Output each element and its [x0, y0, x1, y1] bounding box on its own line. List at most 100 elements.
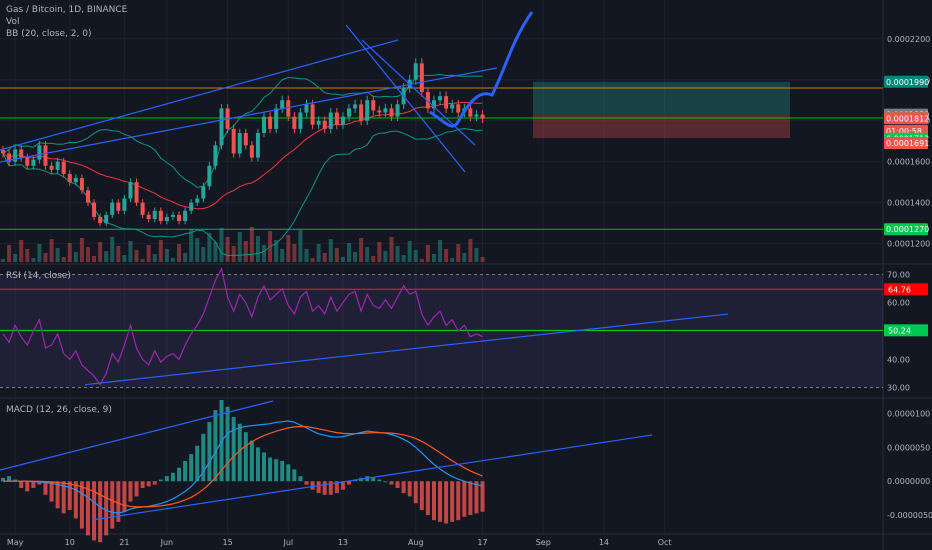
candle — [292, 112, 297, 134]
candle — [49, 161, 54, 174]
target-zone — [533, 81, 790, 115]
candle-body — [195, 198, 200, 203]
volume-bar — [19, 240, 24, 262]
macd-histogram-bar — [383, 481, 388, 483]
time-tick-label: 10 — [65, 538, 75, 547]
candle — [474, 110, 479, 122]
volume-bar — [164, 249, 169, 262]
candle-body — [79, 178, 84, 191]
macd-histogram-bar — [19, 481, 24, 488]
volume-bar — [31, 258, 36, 262]
volume-bar — [67, 243, 72, 262]
rsi-line — [2, 267, 483, 386]
macd-histogram-bar — [49, 481, 54, 502]
candle-body — [110, 202, 115, 215]
rsi-trend-line — [84, 313, 729, 386]
candle — [85, 186, 90, 207]
volume-bar — [371, 256, 376, 262]
candle-body — [67, 173, 72, 183]
candle — [346, 103, 351, 122]
price-tick-label: 0.0001600 — [887, 158, 930, 167]
candle — [7, 149, 12, 166]
volume-bar — [377, 242, 382, 262]
candle-body — [395, 104, 400, 117]
candle — [122, 195, 127, 215]
vol-label: Vol — [6, 17, 20, 27]
volume-bar — [207, 233, 212, 262]
candle — [152, 207, 157, 223]
macd-histogram-bar — [79, 481, 84, 529]
volume-bar — [213, 242, 218, 262]
candle-body — [286, 100, 291, 117]
macd-tick-label: 0.0000050 — [887, 443, 930, 452]
candle — [431, 95, 436, 113]
candle — [43, 141, 48, 170]
macd-histogram-bar — [189, 454, 194, 482]
macd-trend-upper — [0, 400, 274, 471]
candle — [98, 213, 103, 227]
price-badge-bg — [884, 223, 928, 236]
candle — [128, 178, 133, 203]
candle-body — [377, 110, 382, 113]
macd-histogram-bar — [292, 469, 297, 482]
volume-bar — [310, 258, 315, 262]
candle — [395, 99, 400, 122]
macd-histogram-bar — [395, 481, 400, 488]
volume-bar — [407, 241, 412, 262]
candle — [213, 141, 218, 170]
volume-bar — [85, 247, 90, 262]
candle — [280, 95, 285, 113]
volume-bar — [413, 250, 418, 262]
volume-bar — [468, 239, 473, 262]
volume-bar — [49, 239, 54, 262]
volume-bar — [201, 247, 206, 262]
volume-bar — [316, 244, 321, 262]
macd-histogram-bar — [237, 423, 242, 482]
price-badge-label: 01:00:58 — [886, 127, 922, 136]
candle — [328, 108, 333, 134]
candle — [231, 124, 236, 158]
rsi-legend: RSI (14, close) — [6, 270, 71, 282]
macd-histogram-bar — [304, 481, 309, 485]
candle-body — [152, 210, 157, 219]
candle-body — [25, 157, 30, 166]
macd-histogram-bar — [43, 481, 48, 495]
candle — [92, 199, 97, 221]
candle — [146, 211, 151, 223]
candle — [140, 199, 145, 219]
macd-histogram-bar — [152, 481, 157, 485]
candle-body — [249, 145, 254, 158]
rsi-tick-label: 70.00 — [887, 270, 910, 279]
macd-histogram-bar — [122, 481, 127, 512]
macd-histogram-bar — [346, 481, 351, 485]
candle — [371, 95, 376, 116]
candle — [389, 103, 394, 122]
macd-histogram-bar — [274, 459, 279, 482]
candle-body — [128, 182, 133, 199]
bb-lower — [2, 127, 483, 257]
macd-histogram-bar — [195, 445, 200, 482]
price-badge-bg — [884, 112, 928, 125]
trend-line-1 — [0, 67, 498, 163]
candle-body — [1, 150, 5, 154]
time-tick-label: 15 — [222, 538, 232, 547]
candle — [183, 207, 188, 225]
candle — [61, 157, 66, 178]
rsi-label: RSI (14, close) — [6, 271, 71, 281]
candle — [359, 99, 364, 126]
bb-label: BB (20, close, 2, 0) — [6, 29, 92, 39]
candle-body — [146, 214, 151, 219]
price-badge-label: 0.0001691 — [886, 139, 929, 148]
symbol-label: Gas / Bitcoin, 1D, BINANCE — [6, 5, 128, 15]
macd-histogram-bar — [116, 481, 121, 522]
rsi-tick-label: 60.00 — [887, 299, 910, 308]
candle — [365, 95, 370, 126]
candle-body — [92, 202, 97, 217]
macd-histogram-bar — [322, 481, 327, 495]
volume-bar — [158, 240, 163, 262]
macd-histogram-bar — [444, 481, 449, 524]
macd-histogram-bar — [140, 481, 145, 488]
volume-bar — [438, 240, 443, 262]
volume-bar — [189, 229, 194, 262]
